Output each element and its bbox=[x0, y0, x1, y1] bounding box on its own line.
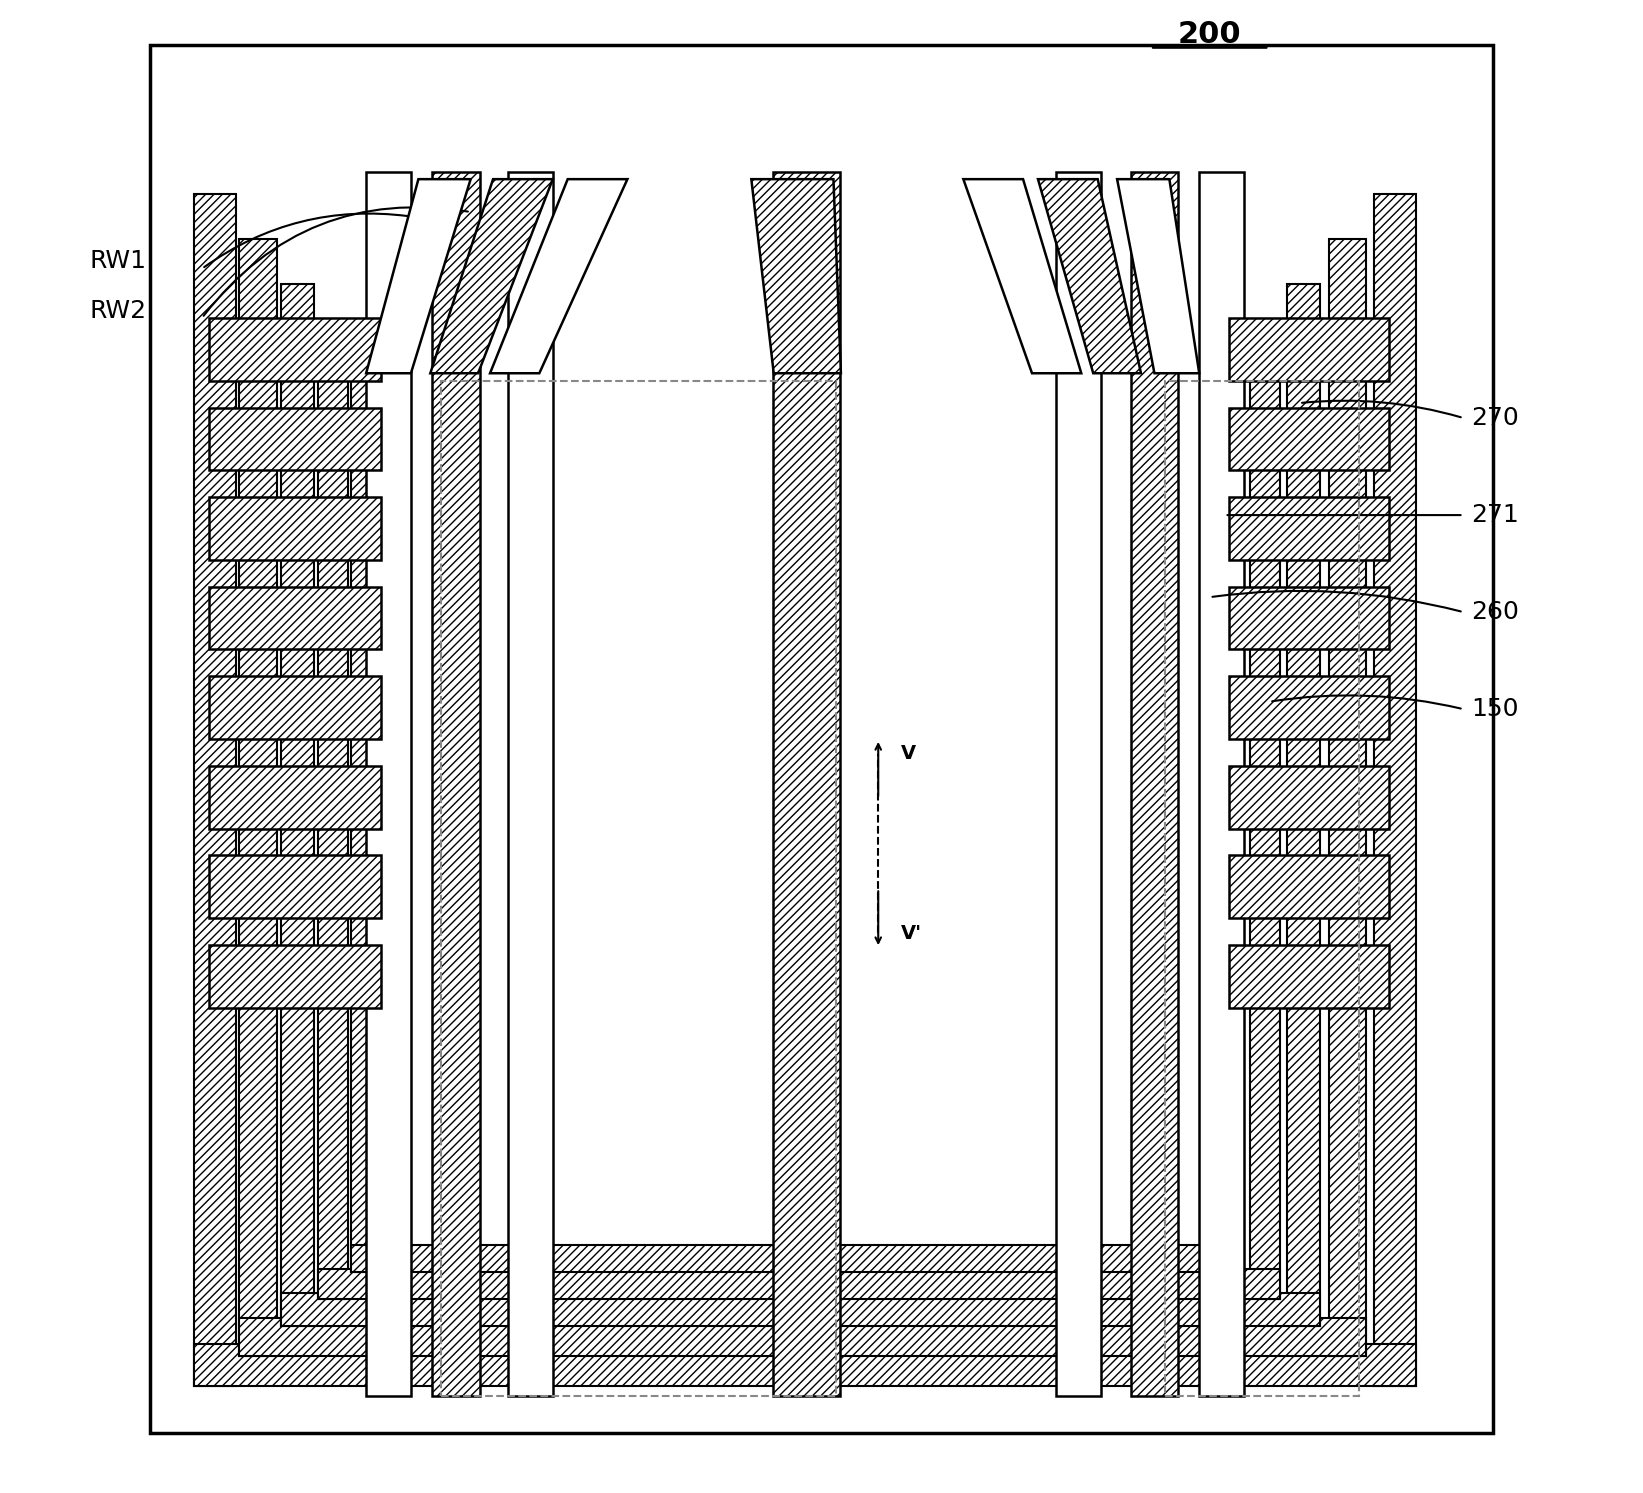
Polygon shape bbox=[751, 179, 841, 373]
Text: RW1: RW1 bbox=[90, 249, 146, 273]
Bar bbox=[209, 408, 381, 470]
Polygon shape bbox=[430, 179, 552, 373]
Bar bbox=[1250, 328, 1280, 1299]
Bar bbox=[209, 766, 381, 829]
Bar bbox=[209, 855, 381, 918]
Bar bbox=[1229, 318, 1388, 381]
Bar bbox=[1199, 172, 1244, 1396]
Bar bbox=[1329, 239, 1367, 1356]
Polygon shape bbox=[1117, 179, 1199, 373]
Text: 271: 271 bbox=[1470, 503, 1518, 527]
Bar bbox=[209, 587, 381, 649]
Bar bbox=[1288, 284, 1321, 1326]
Bar bbox=[1229, 497, 1388, 560]
Bar bbox=[209, 676, 381, 739]
Polygon shape bbox=[963, 179, 1081, 373]
Bar bbox=[1217, 373, 1244, 1272]
Bar bbox=[1130, 172, 1178, 1396]
Bar bbox=[1229, 766, 1388, 829]
Bar bbox=[209, 945, 381, 1008]
Bar bbox=[1229, 408, 1388, 470]
Bar bbox=[1374, 194, 1416, 1386]
Bar bbox=[352, 1245, 1244, 1272]
Bar bbox=[508, 172, 552, 1396]
Polygon shape bbox=[1038, 179, 1140, 373]
Polygon shape bbox=[366, 179, 470, 373]
Bar bbox=[1229, 587, 1388, 649]
Bar bbox=[319, 328, 348, 1299]
Bar bbox=[240, 239, 276, 1356]
Polygon shape bbox=[490, 179, 628, 373]
Text: 270: 270 bbox=[1470, 406, 1518, 430]
Text: 150: 150 bbox=[1470, 697, 1518, 721]
Bar bbox=[352, 373, 378, 1272]
Text: V: V bbox=[900, 745, 915, 763]
Bar bbox=[440, 381, 836, 1396]
Bar bbox=[1229, 676, 1388, 739]
Bar bbox=[1056, 172, 1101, 1396]
Bar bbox=[240, 1318, 1367, 1356]
Bar bbox=[1165, 381, 1359, 1396]
Bar bbox=[209, 497, 381, 560]
Text: 200: 200 bbox=[1178, 19, 1242, 49]
Bar bbox=[1229, 945, 1388, 1008]
Bar bbox=[194, 1344, 1416, 1386]
Bar bbox=[366, 172, 411, 1396]
Text: V': V' bbox=[900, 924, 922, 942]
Text: RW2: RW2 bbox=[90, 299, 148, 322]
Bar bbox=[281, 284, 314, 1326]
Bar bbox=[194, 194, 237, 1386]
Bar bbox=[432, 172, 480, 1396]
Bar bbox=[209, 318, 381, 381]
Bar bbox=[319, 1269, 1280, 1299]
Bar bbox=[1229, 855, 1388, 918]
Bar bbox=[772, 172, 840, 1396]
Text: 260: 260 bbox=[1470, 600, 1518, 624]
Bar bbox=[281, 1293, 1321, 1326]
